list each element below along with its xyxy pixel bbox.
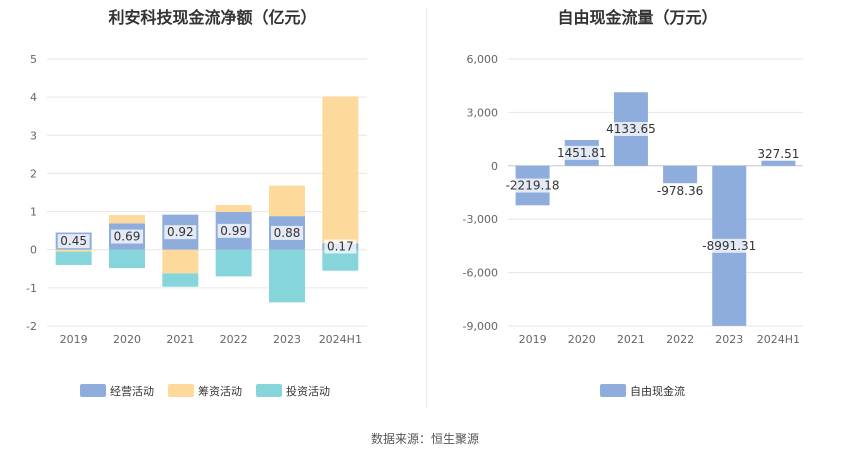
right-data-label-bg-0 (502, 178, 563, 193)
left-data-label-2: 0.92 (167, 225, 194, 239)
right-legend-label: 自由现金流 (630, 384, 685, 398)
left-y-tick-7: 5 (30, 53, 37, 66)
right-chart-title: 自由现金流量（万元） (557, 8, 718, 27)
left-data-label-0: 0.45 (60, 234, 87, 248)
right-y-tick-1: -6,000 (463, 267, 498, 280)
left-data-label-bg-1 (111, 229, 143, 244)
right-x-tick-4: 2023 (715, 333, 743, 346)
left-bar-s2-2023 (269, 249, 305, 303)
left-legend-swatch-2 (256, 384, 282, 397)
right-y-tick-3: 0 (491, 160, 498, 173)
left-data-label-bg-3 (217, 223, 250, 238)
right-y-tick-4: 3,000 (467, 106, 499, 119)
left-data-label-bg-5 (324, 239, 357, 254)
left-legend-label-1: 筹资活动 (198, 384, 242, 398)
right-data-label-0: -2219.18 (506, 179, 560, 193)
left-x-tick-1: 2020 (113, 333, 141, 346)
left-y-tick-6: 4 (30, 91, 37, 104)
right-x-tick-1: 2020 (568, 333, 596, 346)
right-data-label-3: -978.36 (657, 184, 703, 198)
right-data-label-bg-4 (699, 238, 760, 253)
right-data-label-bg-3 (653, 184, 707, 199)
right-data-label-bg-1 (555, 145, 609, 160)
left-bar-s1-2020 (109, 215, 145, 224)
right-x-tick-3: 2022 (666, 333, 694, 346)
left-bar-s2-2020 (109, 249, 145, 269)
left-y-tick-0: -2 (26, 320, 37, 333)
left-data-label-bg-4 (271, 225, 303, 240)
left-data-label-3: 0.99 (220, 224, 247, 238)
right-y-tick-2: -3,000 (463, 213, 498, 226)
left-y-tick-3: 1 (30, 206, 37, 219)
right-data-label-4: -8991.31 (702, 239, 756, 253)
left-bar-s1-2019 (55, 249, 92, 252)
left-data-label-4: 0.88 (274, 226, 301, 240)
left-y-tick-4: 2 (30, 167, 37, 180)
left-chart-title: 利安科技现金流净额（亿元） (108, 8, 317, 27)
left-bar-s2-2022 (215, 249, 252, 277)
data-source-note: 数据来源：恒生聚源 (370, 432, 479, 446)
left-x-tick-4: 2023 (273, 333, 301, 346)
right-data-label-bg-5 (755, 146, 802, 161)
left-bar-s1-2021 (162, 249, 199, 274)
left-x-tick-2: 2021 (166, 333, 194, 346)
left-legend-swatch-0 (80, 384, 106, 397)
left-bar-s1-2024H1 (322, 96, 359, 244)
left-bar-s2-2019 (55, 251, 92, 265)
left-y-tick-2: 0 (30, 244, 37, 257)
right-bar-2024H1 (761, 159, 796, 166)
chart-divider (426, 8, 427, 408)
right-data-label-2: 4133.65 (606, 122, 656, 136)
right-data-label-bg-2 (604, 122, 658, 137)
right-bar-2022 (663, 165, 698, 184)
right-y-tick-0: -9,000 (463, 320, 498, 333)
right-legend-swatch (600, 384, 626, 397)
left-bar-s1-2023 (269, 185, 305, 217)
left-data-label-1: 0.69 (114, 230, 141, 244)
left-bar-s1-2022 (215, 205, 252, 212)
right-y-tick-5: 6,000 (467, 53, 499, 66)
left-bar-s2-2024H1 (322, 249, 359, 271)
left-x-tick-0: 2019 (60, 333, 88, 346)
right-x-tick-2: 2021 (617, 333, 645, 346)
right-data-label-5: 327.51 (757, 147, 799, 161)
left-x-tick-5: 2024H1 (319, 333, 362, 346)
left-x-tick-3: 2022 (220, 333, 248, 346)
left-legend-label-2: 投资活动 (286, 384, 330, 398)
left-data-label-bg-2 (164, 225, 197, 240)
right-x-tick-0: 2019 (519, 333, 547, 346)
left-y-tick-5: 3 (30, 129, 37, 142)
left-data-label-5: 0.17 (327, 239, 354, 253)
left-bar-s2-2021 (162, 273, 199, 287)
left-legend-swatch-1 (168, 384, 194, 397)
right-x-tick-5: 2024H1 (757, 333, 800, 346)
left-y-tick-1: -1 (26, 282, 37, 295)
left-data-label-bg-0 (57, 234, 90, 249)
charts-canvas: -2 -1 0 1 2 3 4 5 2019 2020 2021 2022 2023 2024H1 0.45… (26, 53, 803, 398)
right-data-label-1: 1451.81 (557, 146, 607, 160)
left-legend-label-0: 经营活动 (110, 384, 154, 398)
